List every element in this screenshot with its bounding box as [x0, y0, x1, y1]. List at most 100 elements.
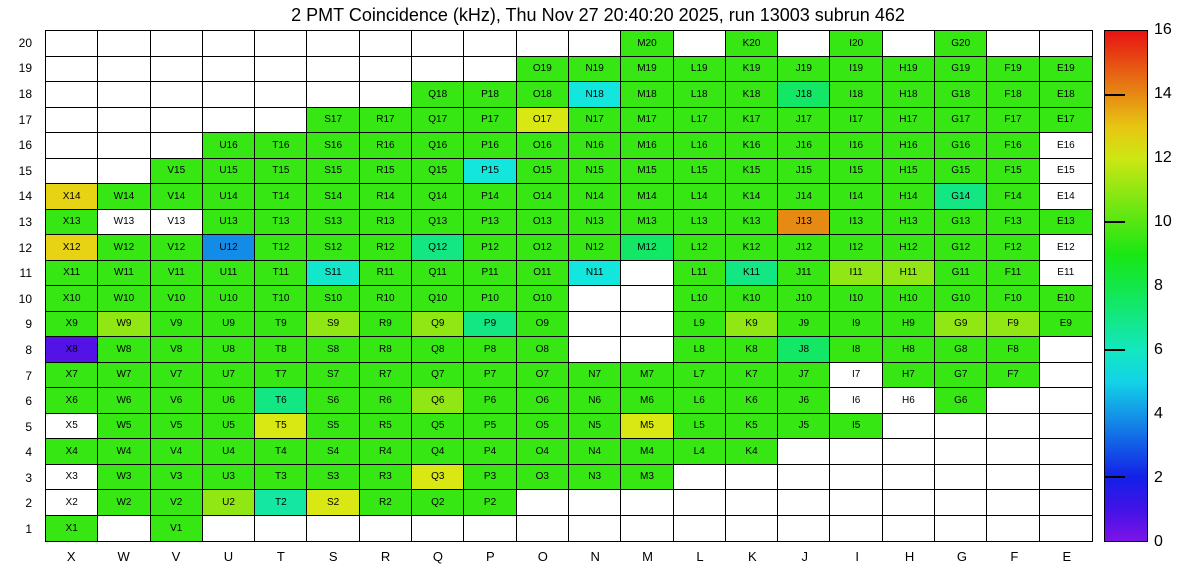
- heatmap-cell: [464, 31, 517, 57]
- heatmap-cell: P14: [464, 184, 517, 210]
- heatmap-cell: T12: [255, 235, 308, 261]
- heatmap-cell: N3: [568, 464, 622, 490]
- heatmap-cell: G19: [935, 56, 988, 82]
- heatmap-cell: W2: [98, 490, 151, 516]
- heatmap-cell: Q14: [412, 184, 465, 210]
- heatmap-cell: O10: [516, 286, 569, 312]
- heatmap-cell: H6: [882, 388, 936, 414]
- heatmap-cell: [1039, 31, 1092, 57]
- heatmap-cell: J5: [778, 413, 831, 439]
- heatmap-cell: [98, 82, 151, 108]
- heatmap-cell: M5: [621, 413, 674, 439]
- heatmap-cell: [255, 82, 308, 108]
- heatmap-cell: S12: [307, 235, 360, 261]
- heatmap-cell: F18: [987, 82, 1040, 108]
- heatmap-cell: M14: [621, 184, 674, 210]
- heatmap-cell: L16: [673, 133, 726, 159]
- heatmap-cell: [464, 515, 517, 541]
- heatmap-cell: [621, 337, 674, 363]
- heatmap-cell: F9: [987, 311, 1040, 337]
- y-axis-labels: 20 19 18 17 16 15 14 13 12 11 10 9 8 7 6 5 4 3 2 1: [0, 30, 32, 542]
- col-label: I: [855, 548, 859, 564]
- col-label: G: [956, 548, 968, 564]
- heatmap-cell: K9: [725, 311, 779, 337]
- heatmap-cell: [882, 490, 936, 516]
- heatmap-cell: S13: [307, 209, 360, 235]
- heatmap-cell: J19: [778, 56, 831, 82]
- heatmap-cell: [830, 464, 883, 490]
- heatmap-cell: K6: [725, 388, 779, 414]
- heatmap-cell: E12: [1039, 235, 1092, 261]
- row-label: 10: [18, 291, 32, 306]
- heatmap-cell: [778, 464, 831, 490]
- row-label: 15: [18, 163, 32, 178]
- heatmap-cell: L17: [673, 107, 726, 133]
- heatmap-cell: V4: [150, 439, 203, 465]
- heatmap-cell: N6: [568, 388, 622, 414]
- heatmap-cell: N14: [568, 184, 622, 210]
- heatmap-cell: W3: [98, 464, 151, 490]
- heatmap-cell: J16: [778, 133, 831, 159]
- heatmap-cell: Q3: [412, 464, 465, 490]
- heatmap-cell: [830, 439, 883, 465]
- col-label: J: [801, 548, 809, 564]
- heatmap-cell: [359, 31, 413, 57]
- heatmap-cell: [673, 490, 726, 516]
- heatmap-cell: F12: [987, 235, 1040, 261]
- heatmap-grid: M20 K20 I20 G20 O19 N19 M19 L19 K19 J19 I19 H19 G19 F…: [45, 30, 1093, 542]
- heatmap-cell: S2: [307, 490, 360, 516]
- row-label: 16: [18, 138, 32, 153]
- heatmap-cell: U5: [202, 413, 256, 439]
- heatmap-cell: R15: [359, 158, 413, 184]
- heatmap-cell: O13: [516, 209, 569, 235]
- heatmap-cell: G15: [935, 158, 988, 184]
- heatmap-cell: I14: [830, 184, 883, 210]
- heatmap-cell: [935, 413, 988, 439]
- heatmap-cell: V14: [150, 184, 203, 210]
- heatmap-cell: N11: [568, 260, 622, 286]
- heatmap-cell: K19: [725, 56, 779, 82]
- heatmap-cell: P4: [464, 439, 517, 465]
- heatmap-cell: P12: [464, 235, 517, 261]
- heatmap-cell: J6: [778, 388, 831, 414]
- heatmap-cell: W13: [98, 209, 151, 235]
- heatmap-cell: X12: [46, 235, 99, 261]
- row-label: 17: [18, 112, 32, 127]
- heatmap-cell: V1: [150, 515, 203, 541]
- heatmap-cell: V7: [150, 362, 203, 388]
- heatmap-cell: J13: [778, 209, 831, 235]
- heatmap-cell: L13: [673, 209, 726, 235]
- heatmap-cell: [46, 158, 99, 184]
- heatmap-cell: [98, 133, 151, 159]
- heatmap-cell: G17: [935, 107, 988, 133]
- heatmap-cell: [46, 82, 99, 108]
- heatmap-cell: K7: [725, 362, 779, 388]
- heatmap-cell: V11: [150, 260, 203, 286]
- col-label: S: [328, 548, 338, 564]
- heatmap-cell: P9: [464, 311, 517, 337]
- heatmap-cell: P10: [464, 286, 517, 312]
- heatmap-cell: L11: [673, 260, 726, 286]
- heatmap-cell: I9: [830, 311, 883, 337]
- heatmap-cell: U16: [202, 133, 256, 159]
- heatmap-cell: O18: [516, 82, 569, 108]
- scale-tick-label: 14: [1154, 85, 1172, 102]
- col-label: V: [171, 548, 181, 564]
- heatmap-cell: V3: [150, 464, 203, 490]
- heatmap-cell: [307, 82, 360, 108]
- heatmap-cell: L18: [673, 82, 726, 108]
- scale-tick-label: 2: [1154, 469, 1163, 486]
- heatmap-cell: [150, 31, 203, 57]
- heatmap-cell: [359, 56, 413, 82]
- heatmap-cell: F17: [987, 107, 1040, 133]
- heatmap-cell: G6: [935, 388, 988, 414]
- heatmap-cell: [98, 107, 151, 133]
- heatmap-cell: P17: [464, 107, 517, 133]
- heatmap-cell: [935, 515, 988, 541]
- heatmap-cell: Q8: [412, 337, 465, 363]
- heatmap-cell: N12: [568, 235, 622, 261]
- heatmap-cell: F13: [987, 209, 1040, 235]
- heatmap-cell: T16: [255, 133, 308, 159]
